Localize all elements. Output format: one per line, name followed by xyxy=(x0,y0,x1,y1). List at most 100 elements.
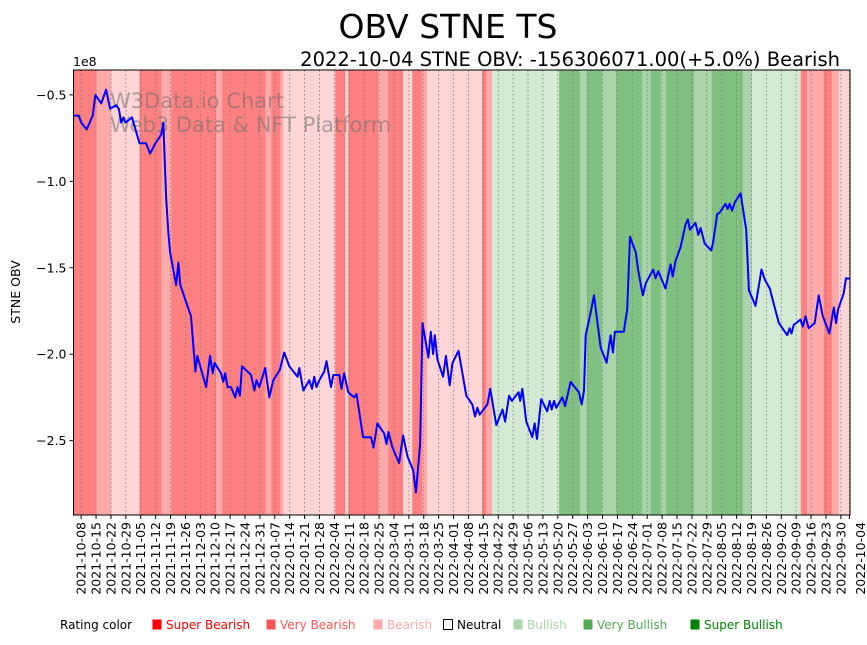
legend-swatch xyxy=(583,619,593,630)
rating-band-very-bullish xyxy=(641,70,652,515)
rating-band-super-bearish xyxy=(271,70,281,515)
x-tick-label: 2022-01-07 xyxy=(267,522,282,595)
x-tick-label: 2022-03-18 xyxy=(416,522,431,595)
legend-item-label: Super Bearish xyxy=(166,618,250,632)
x-tick-label: 2022-06-10 xyxy=(595,522,610,595)
x-tick-label: 2022-03-25 xyxy=(431,522,446,595)
rating-band-very-bullish xyxy=(693,70,713,515)
rating-band-super-bearish xyxy=(222,70,266,515)
rating-band-super-bearish xyxy=(348,70,379,515)
y-offset-label: 1e8 xyxy=(73,54,97,69)
rating-band-bearish xyxy=(403,70,413,515)
x-tick-label: 2022-01-21 xyxy=(297,522,312,595)
x-tick-label: 2022-08-19 xyxy=(744,522,759,595)
rating-band-very-bearish xyxy=(806,70,825,515)
y-tick-label: −1.0 xyxy=(36,174,66,189)
rating-band-bullish xyxy=(492,70,560,515)
rating-band-very-bullish xyxy=(579,70,588,515)
x-tick-label: 2022-04-29 xyxy=(506,522,521,595)
x-tick-label: 2022-08-05 xyxy=(714,522,729,595)
y-tick-label: −0.5 xyxy=(36,87,66,102)
x-tick-label: 2022-06-03 xyxy=(580,522,595,595)
x-tick-label: 2021-12-24 xyxy=(238,522,253,595)
x-tick-label: 2022-09-09 xyxy=(789,522,804,595)
x-tick-label: 2022-03-11 xyxy=(401,522,416,595)
y-axis: −0.5 −1.0 −1.5 −2.0 −2.5 xyxy=(36,87,74,448)
x-tick-label: 2021-11-05 xyxy=(133,522,148,595)
x-tick-label: 2022-05-06 xyxy=(521,522,536,595)
rating-band-very-bullish xyxy=(742,70,752,515)
x-tick-label: 2021-10-08 xyxy=(74,522,89,595)
x-tick-label: 2022-03-04 xyxy=(386,522,401,595)
rating-band-very-bearish xyxy=(96,70,112,515)
rating-band-bearish xyxy=(283,70,336,515)
legend-title: Rating color xyxy=(60,618,132,632)
rating-band-bearish xyxy=(427,70,483,515)
rating-band-super-bullish xyxy=(615,70,643,515)
x-tick-label: 2022-02-11 xyxy=(342,522,357,595)
legend-swatch xyxy=(152,619,162,630)
rating-band-super-bullish xyxy=(650,70,662,515)
y-axis-label: STNE OBV xyxy=(8,260,23,324)
legend-item-label: Super Bullish xyxy=(704,618,783,632)
x-tick-label: 2022-04-15 xyxy=(476,522,491,595)
legend-item-label: Bearish xyxy=(387,618,432,632)
y-tick-label: −2.5 xyxy=(36,433,66,448)
x-tick-label: 2022-08-12 xyxy=(729,522,744,595)
rating-band-very-bearish xyxy=(378,70,389,515)
watermark-line-2: Web3 Data & NFT Platform xyxy=(110,113,391,137)
rating-band-super-bearish xyxy=(388,70,404,515)
legend-swatch xyxy=(690,619,700,630)
x-tick-label: 2022-04-22 xyxy=(491,522,506,595)
x-tick-label: 2021-11-19 xyxy=(163,522,178,595)
x-tick-label: 2022-07-15 xyxy=(669,522,684,595)
rating-band-very-bearish xyxy=(831,70,840,515)
legend-item-label: Neutral xyxy=(457,618,501,632)
rating-band-super-bullish xyxy=(711,70,744,515)
rating-band-super-bullish xyxy=(559,70,581,515)
rating-band-bearish xyxy=(345,70,349,515)
rating-band-very-bearish xyxy=(265,70,272,515)
x-tick-label: 2022-06-24 xyxy=(625,522,640,595)
x-tick-label: 2021-12-10 xyxy=(208,522,223,595)
y-tick-label: −1.5 xyxy=(36,260,66,275)
rating-band-super-bearish xyxy=(823,70,833,515)
x-tick-label: 2021-10-15 xyxy=(89,522,104,595)
x-tick-label: 2021-10-22 xyxy=(103,522,118,595)
legend-item-label: Very Bearish xyxy=(280,618,356,632)
rating-band-bearish xyxy=(111,70,140,515)
x-tick-label: 2022-10-04 xyxy=(853,522,867,595)
rating-band-very-bearish xyxy=(422,70,428,515)
x-tick-label: 2022-07-22 xyxy=(684,522,699,595)
rating-band-very-bearish xyxy=(216,70,223,515)
x-tick-label: 2021-12-17 xyxy=(223,522,238,595)
legend-swatch xyxy=(513,619,523,630)
rating-band-very-bullish xyxy=(660,70,667,515)
x-tick-label: 2021-12-03 xyxy=(193,522,208,595)
rating-bands xyxy=(73,70,851,515)
rating-band-very-bearish xyxy=(280,70,284,515)
x-tick-label: 2022-01-14 xyxy=(282,522,297,595)
x-tick-label: 2021-10-29 xyxy=(118,522,133,595)
legend: Rating color Super Bearish Very Bearish Bea… xyxy=(60,618,783,632)
rating-band-super-bullish xyxy=(586,70,603,515)
legend-swatch xyxy=(443,619,453,630)
x-tick-label: 2022-09-30 xyxy=(833,522,848,595)
rating-band-super-bearish xyxy=(412,70,423,515)
rating-band-super-bearish xyxy=(482,70,487,515)
legend-swatch xyxy=(373,619,383,630)
x-tick-label: 2022-04-08 xyxy=(461,522,476,595)
x-tick-label: 2022-08-26 xyxy=(759,522,774,595)
x-tick-label: 2022-09-23 xyxy=(818,522,833,595)
rating-band-bullish xyxy=(751,70,802,515)
legend-swatch xyxy=(266,619,276,630)
y-tick-label: −2.0 xyxy=(36,347,66,362)
rating-band-super-bullish xyxy=(665,70,695,515)
rating-band-super-bearish xyxy=(335,70,346,515)
x-tick-label: 2022-07-01 xyxy=(640,522,655,595)
x-tick-label: 2022-09-02 xyxy=(774,522,789,595)
x-tick-label: 2022-02-25 xyxy=(372,522,387,595)
x-tick-label: 2022-09-16 xyxy=(804,522,819,595)
x-tick-label: 2022-02-04 xyxy=(327,522,342,595)
chart-title: OBV STNE TS xyxy=(339,7,558,46)
